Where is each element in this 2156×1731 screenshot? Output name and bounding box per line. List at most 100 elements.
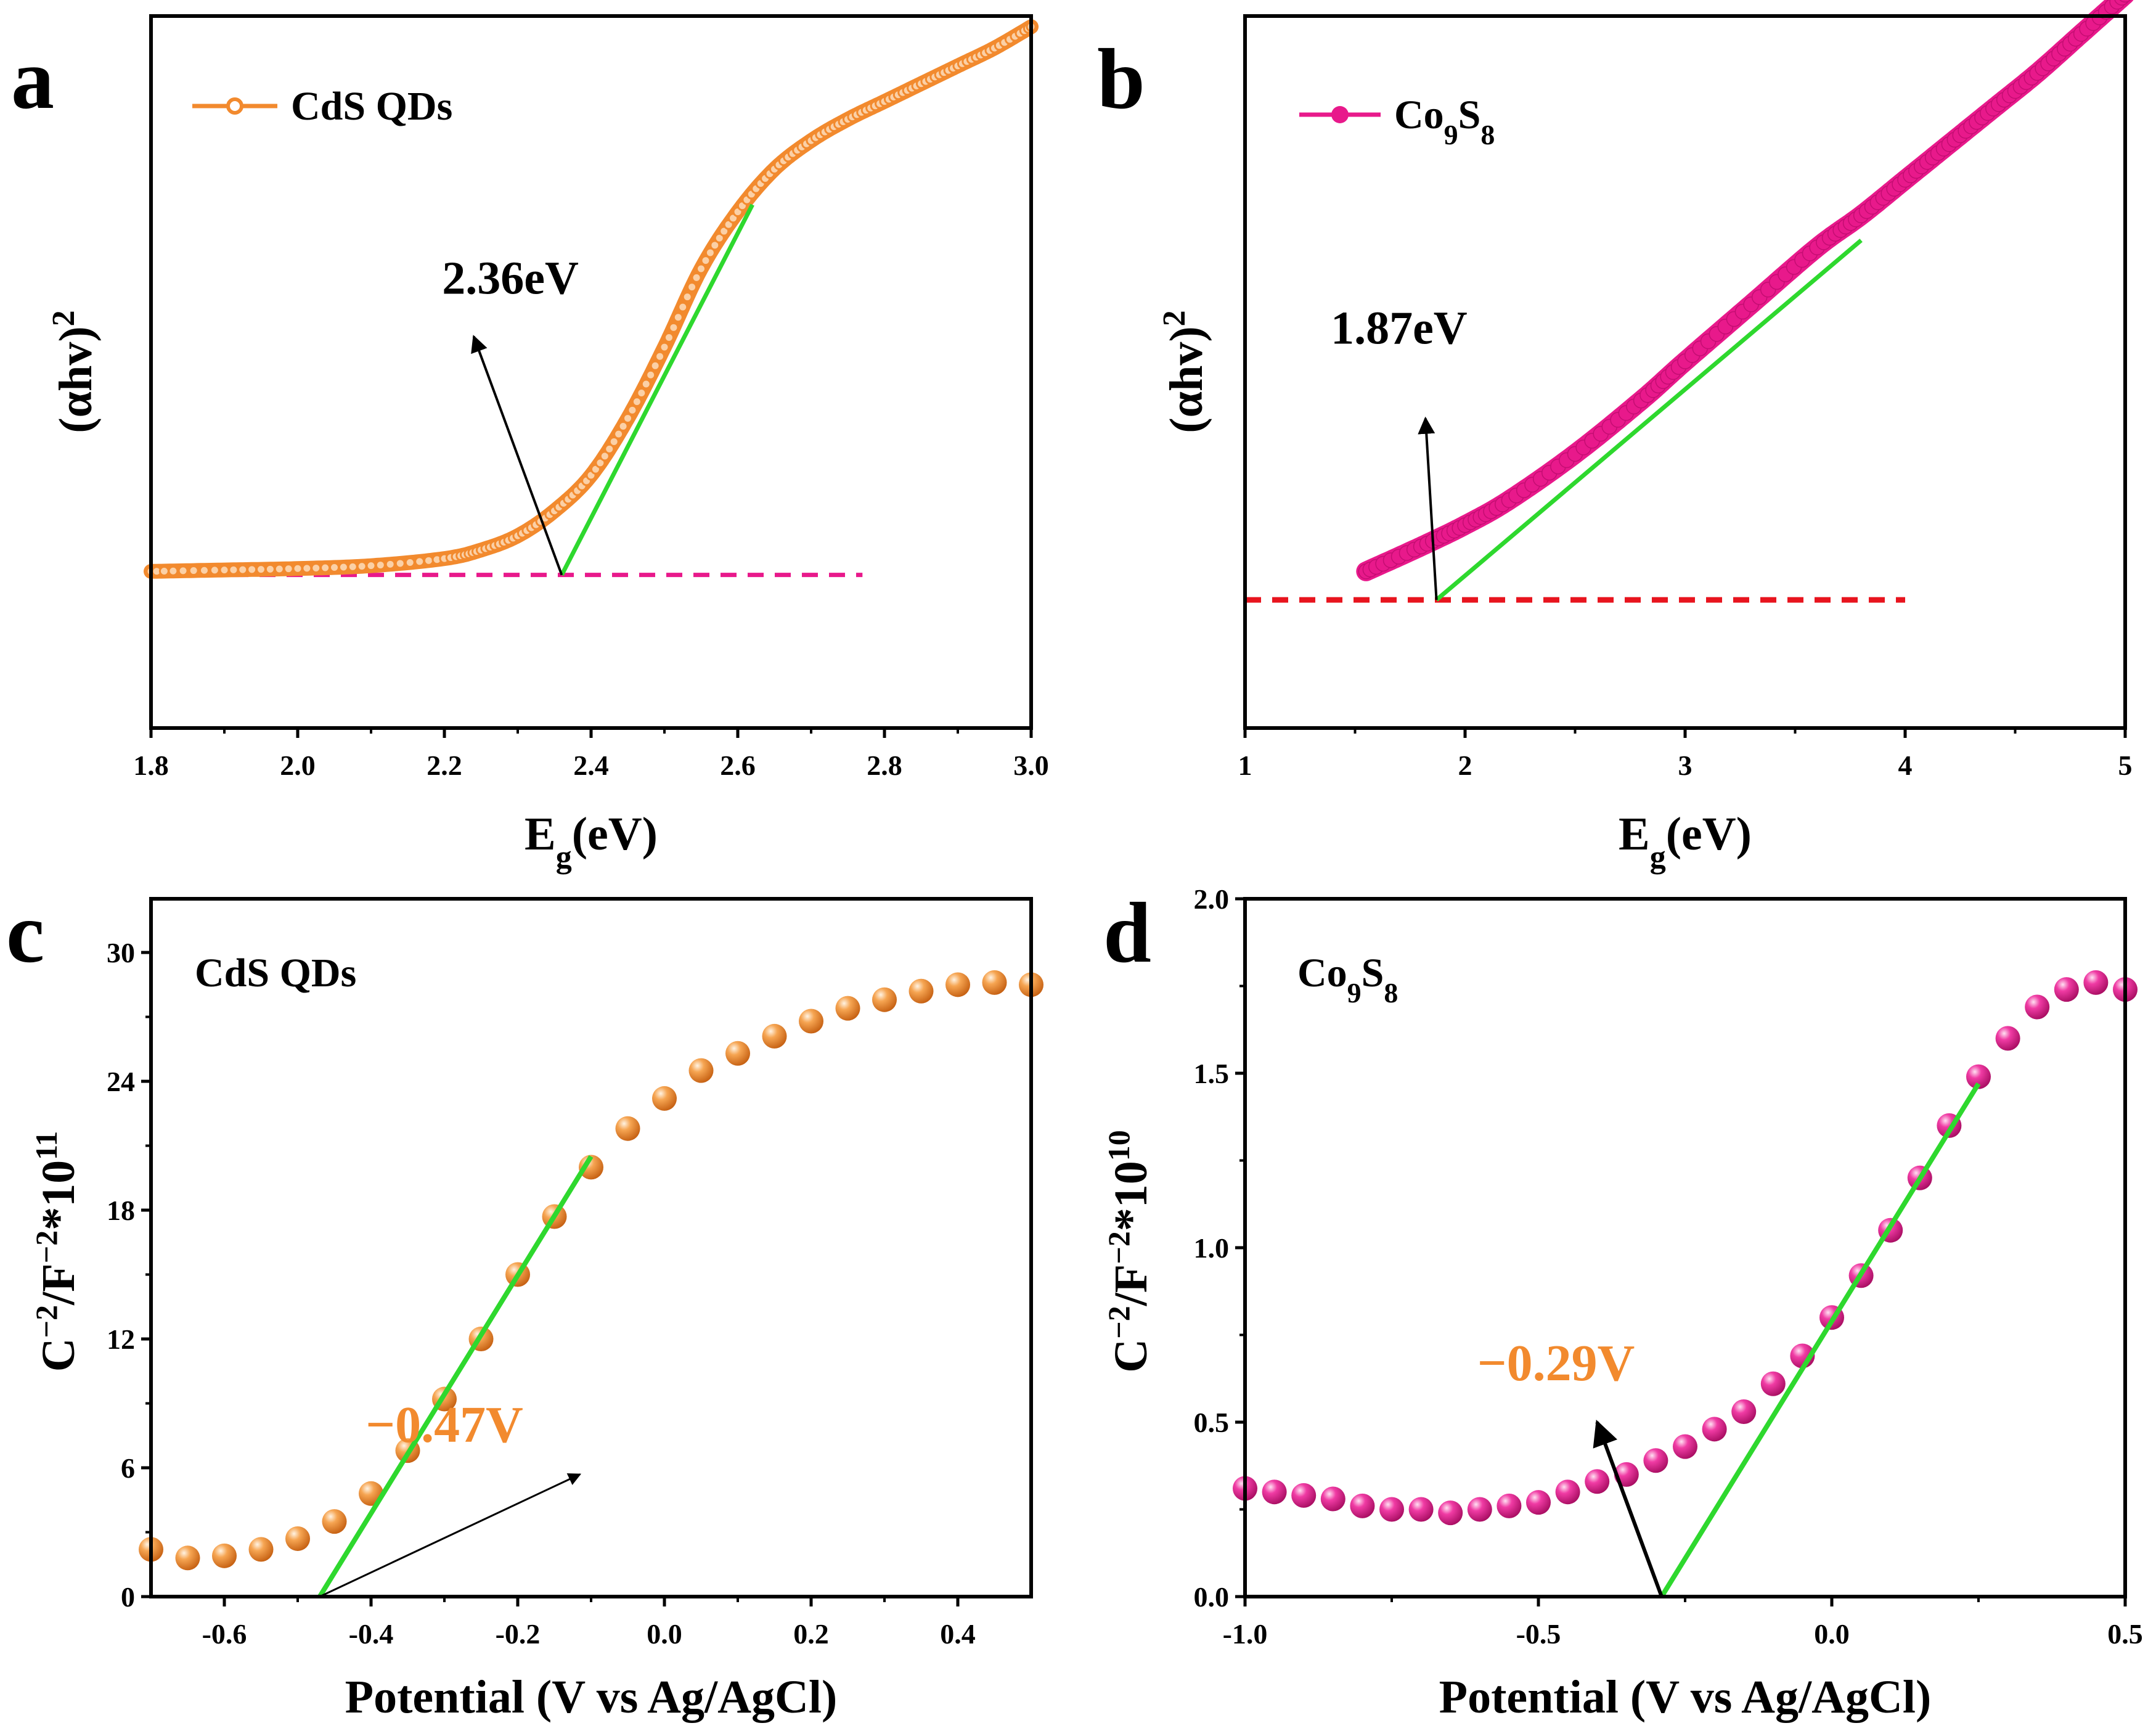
data-point: [414, 556, 425, 567]
data-point: [1526, 1490, 1551, 1515]
x-axis-ticks-a: 1.8 2.0 2.2 2.4 2.6 2.8 3.0: [133, 728, 1049, 781]
y-tick-label: 0.5: [1194, 1407, 1230, 1438]
data-point: [329, 562, 340, 573]
plot-frame-d: [1243, 897, 2127, 1598]
annotation-label: 1.87eV: [1331, 302, 1468, 354]
data-point: [799, 1009, 823, 1034]
panel-b: 1.87eV 1 2 3 4 5 b Co9S8 Eg(eV) (αhv)2: [1097, 0, 2134, 875]
x-tick-label: 2: [1458, 750, 1472, 781]
fit-line: [560, 203, 754, 576]
data-point: [608, 436, 619, 447]
data-point: [2119, 0, 2131, 3]
data-point: [237, 564, 248, 575]
panel-letter-d: d: [1103, 885, 1151, 981]
fit-line: [317, 1155, 594, 1598]
data-point: [945, 972, 970, 997]
x-tick-label: -0.2: [496, 1618, 541, 1650]
data-point: [285, 1526, 310, 1551]
data-point: [274, 563, 285, 575]
y-tick-label: 0.0: [1194, 1581, 1230, 1613]
data-point: [982, 970, 1007, 995]
data-point: [599, 451, 610, 462]
data-point: [672, 312, 684, 323]
panel-d: −0.29V -1.0 -0.5 0.0 0.5 0.00.51.01.52.0 d …: [1101, 883, 2143, 1723]
series-curve: [144, 19, 1039, 579]
data-point: [1379, 1497, 1404, 1522]
x-tick-label: -0.5: [1516, 1618, 1561, 1650]
legend-marker-b: [1331, 106, 1349, 123]
x-tick-label: 3: [1678, 750, 1693, 781]
data-point: [640, 379, 651, 390]
data-point: [623, 413, 633, 424]
data-point: [1673, 1434, 1697, 1459]
chart-title-c: CdS QDs: [195, 951, 356, 996]
data-point: [1291, 1483, 1317, 1508]
data-point: [1643, 1448, 1668, 1473]
y-tick-label: 1.5: [1194, 1058, 1230, 1089]
data-point: [1350, 1493, 1375, 1518]
data-point: [423, 555, 434, 566]
data-point: [652, 1086, 677, 1111]
data-point: [696, 263, 706, 274]
data-point: [677, 301, 688, 313]
data-point: [311, 562, 322, 573]
annotation-arrow: [319, 1473, 582, 1598]
data-point: [714, 232, 725, 243]
data-point: [1320, 1486, 1345, 1512]
data-point: [188, 565, 199, 576]
x-tick-label: 0.4: [940, 1618, 976, 1650]
data-point: [668, 322, 679, 333]
data-point: [219, 565, 230, 576]
data-point: [198, 565, 210, 576]
plot-area-c: −0.47V: [139, 970, 1043, 1598]
data-point: [175, 1545, 200, 1571]
y-axis-ticks-d: 0.0 0.5 1.0 1.5 2.0: [1194, 883, 1245, 1613]
x-axis-ticks-b: 1 2 3 4 5: [1238, 728, 2133, 781]
y-axis-title-a: (αhv)2: [46, 310, 102, 433]
data-point: [663, 332, 674, 343]
data-point: [404, 557, 415, 568]
data-point: [631, 396, 642, 407]
x-tick-label: 3.0: [1013, 750, 1049, 781]
chart-title-d: Co9S8: [1297, 951, 1398, 1009]
x-tick-label: -0.6: [202, 1618, 247, 1650]
data-point: [700, 255, 711, 266]
x-tick-label: 0.0: [1814, 1618, 1850, 1650]
y-tick-label: 0: [121, 1581, 135, 1613]
data-point: [613, 428, 624, 440]
data-point: [292, 563, 303, 574]
data-point: [909, 978, 934, 1004]
x-tick-label: 1: [1238, 750, 1252, 781]
data-point: [1262, 1479, 1287, 1505]
data-point: [762, 1023, 787, 1049]
y-tick-label: 6: [121, 1452, 135, 1484]
x-axis-title-a: Eg(eV): [525, 808, 658, 875]
data-point: [618, 420, 629, 432]
legend-marker-a: [226, 97, 243, 115]
data-point: [688, 1058, 714, 1083]
data-point: [687, 282, 698, 293]
data-point: [627, 404, 638, 415]
data-point: [604, 443, 615, 454]
annotation-label: 2.36eV: [442, 252, 579, 304]
data-point: [209, 565, 220, 576]
data-point: [283, 563, 294, 575]
data-point: [2054, 977, 2079, 1002]
data-point: [682, 292, 693, 303]
x-tick-label: -1.0: [1223, 1618, 1268, 1650]
data-point: [615, 1116, 640, 1141]
annotation-arrow: [1418, 416, 1438, 600]
data-point: [256, 564, 266, 575]
panel-letter-c: c: [6, 885, 44, 981]
annotation-label: −0.29V: [1477, 1335, 1635, 1392]
data-point: [365, 560, 377, 571]
data-point: [650, 360, 661, 371]
annotation-label: −0.47V: [365, 1396, 523, 1454]
data-point: [725, 1041, 750, 1066]
y-axis-ticks-c: 0 6 12 18 24 30: [107, 937, 151, 1613]
data-point: [1555, 1479, 1580, 1505]
x-axis-ticks-d: -1.0 -0.5 0.0 0.5: [1223, 1597, 2143, 1650]
data-point: [338, 562, 349, 573]
data-point: [835, 996, 860, 1021]
data-point: [322, 1509, 347, 1534]
